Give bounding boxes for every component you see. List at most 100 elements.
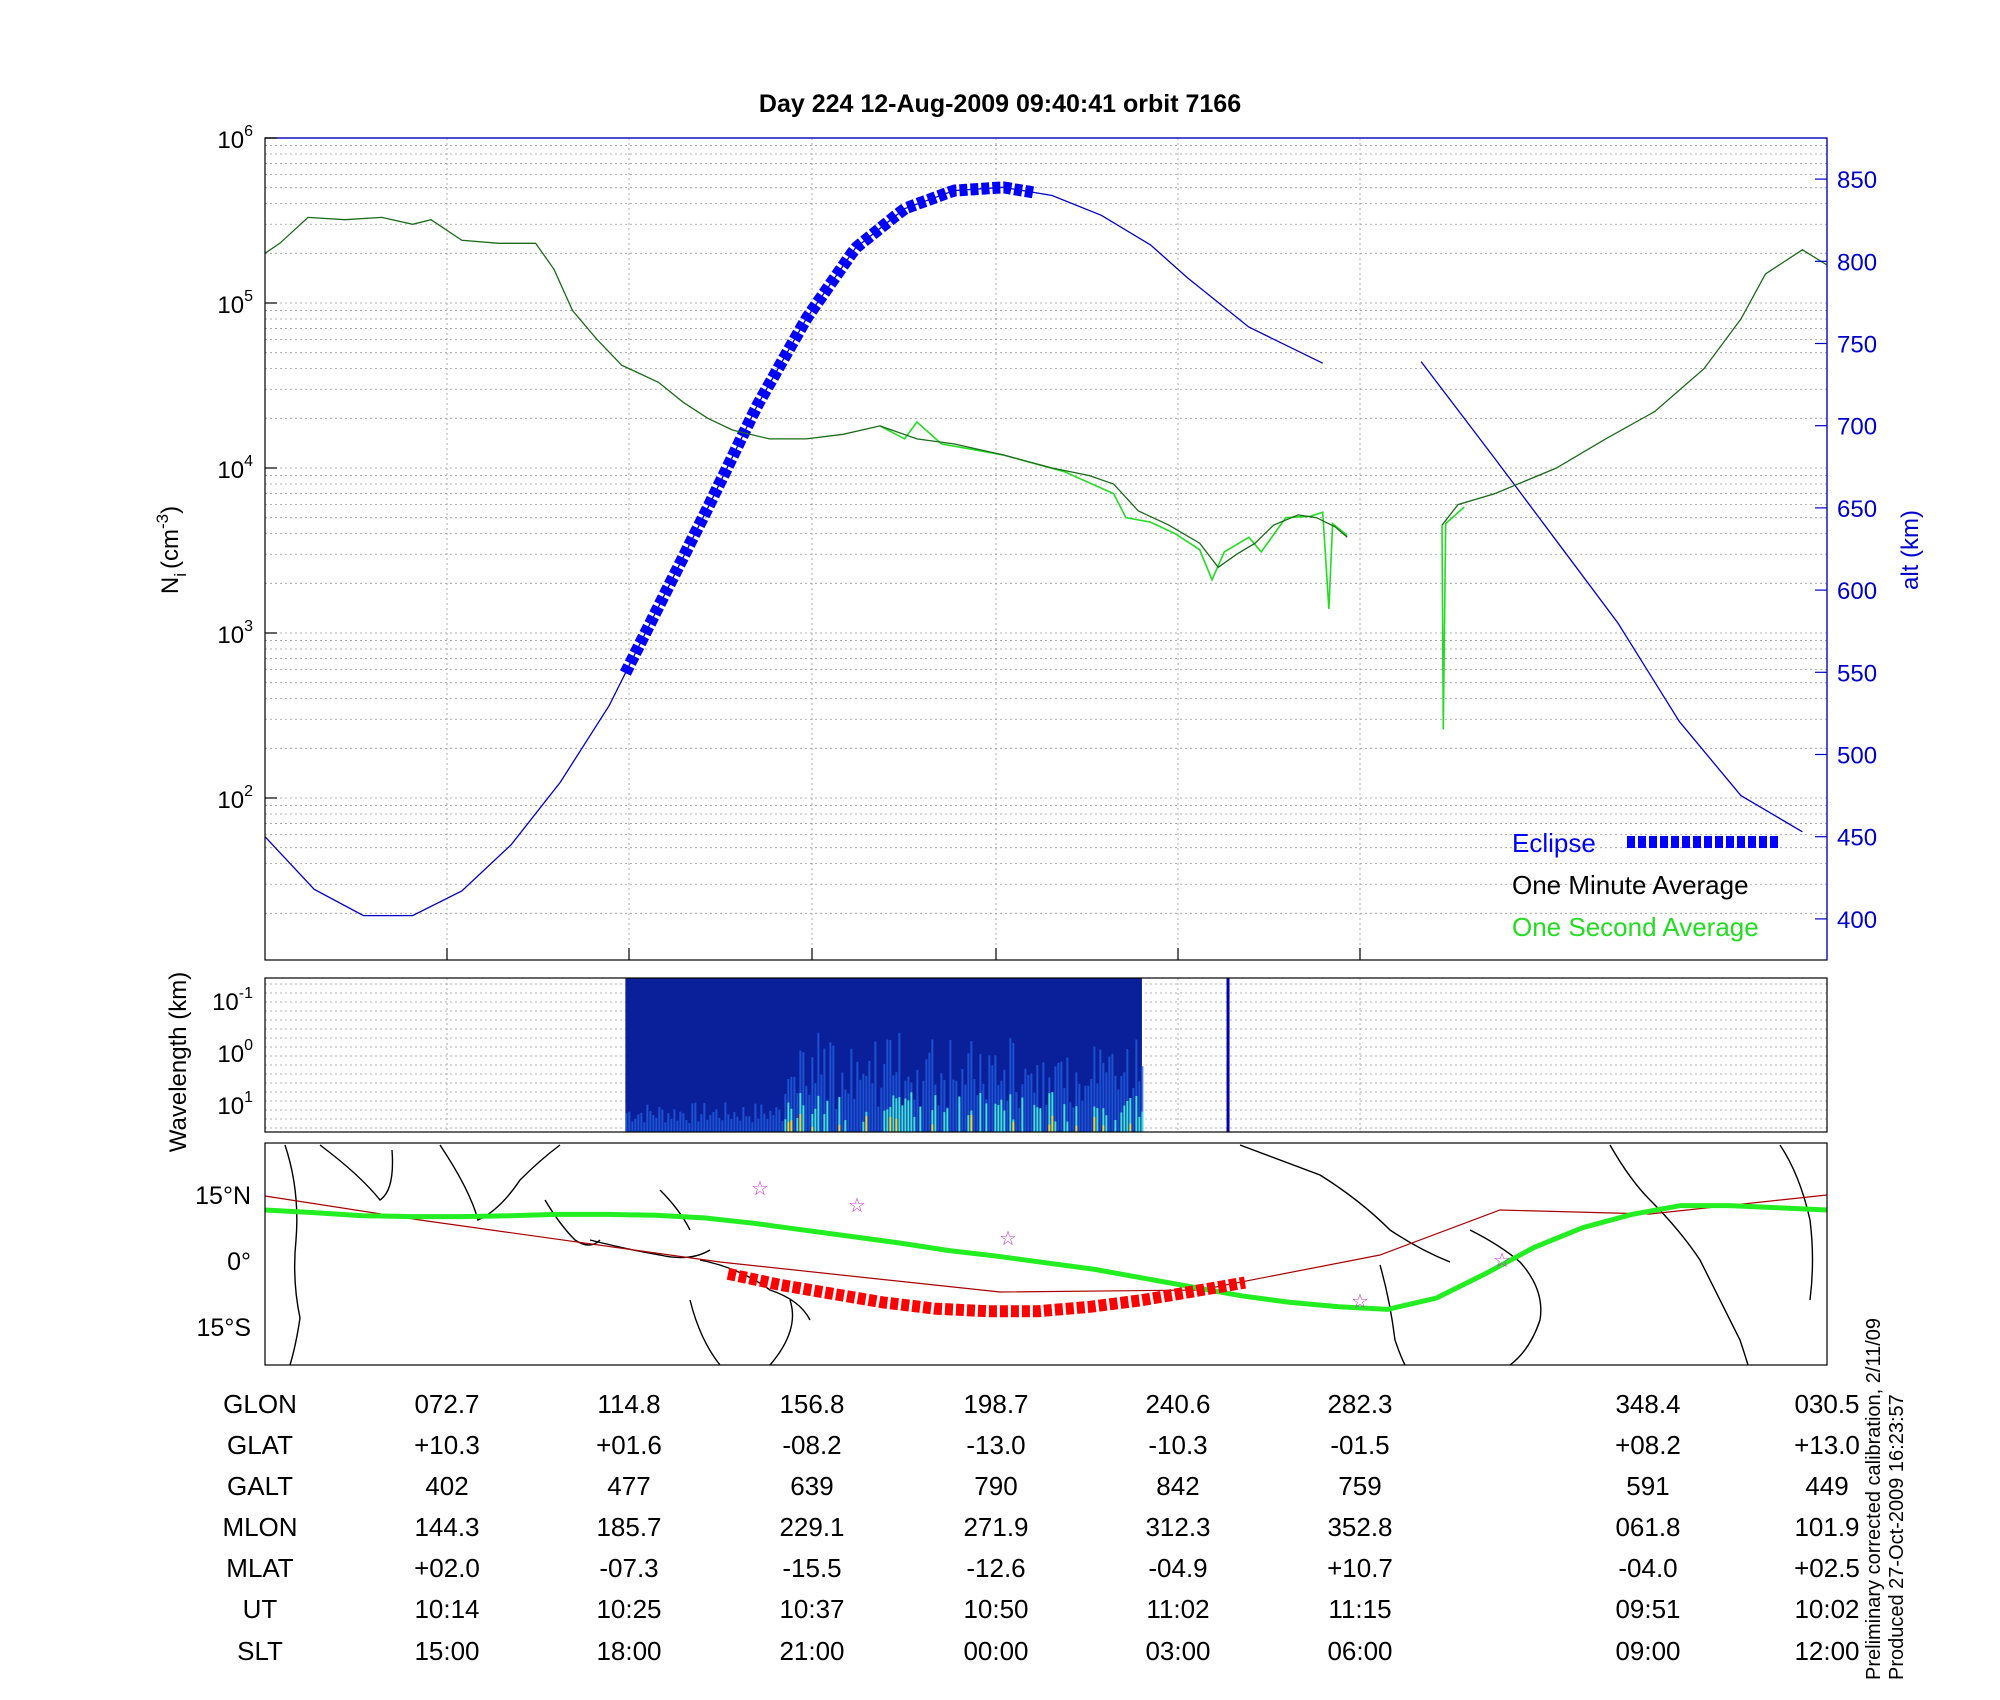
spectrogram-column [967,1115,970,1132]
wavelength-tick-label: 101 [217,1089,253,1120]
spectrogram-column [982,1083,985,1132]
spectrogram-column [808,1094,811,1132]
spectrogram-column [628,1111,631,1132]
spectrogram-column [751,1122,754,1132]
spectrogram-column [847,1093,850,1132]
spectrogram-column [787,1122,790,1132]
spectrogram-column [904,1098,907,1132]
spectrogram-column [865,1075,868,1132]
spectrogram-column [763,1113,766,1132]
table-cell: -04.0 [1618,1553,1677,1583]
spectrogram-column [955,1080,958,1132]
table-cell: 03:00 [1145,1636,1210,1666]
spectrogram-column [988,1055,991,1132]
spectrogram-column [739,1120,742,1132]
coastline [1239,1144,1451,1263]
spectrogram-column [898,1032,901,1132]
density-grid [265,138,1827,960]
spectrogram-column [1027,1074,1030,1132]
spectrogram-column [931,1039,934,1132]
spectrogram-column [1006,1100,1009,1132]
altitude-line [264,186,1323,917]
spectrogram-column [823,1114,826,1132]
table-cell: +10.3 [414,1430,480,1460]
legend-eclipse-label: Eclipse [1512,828,1596,858]
table-cell: 10:02 [1794,1594,1859,1624]
map-y-ticks: 15°N 0° 15°S [195,1182,251,1342]
spectrogram-column [1141,1066,1144,1132]
spectrogram-column [697,1121,700,1132]
table-row-label: SLT [237,1636,283,1666]
spectrogram-column [1024,1068,1027,1132]
chart-title: Day 224 12-Aug-2009 09:40:41 orbit 7166 [759,90,1241,118]
spectrogram-column [1054,1066,1057,1132]
spectrogram-column [790,1076,793,1132]
coastline [1609,1144,1749,1366]
table-cell: -04.9 [1148,1553,1207,1583]
spectrogram-column [760,1104,763,1132]
spectrogram-column [925,1059,928,1132]
spectrogram-column [871,1083,874,1132]
spectrogram-column [1129,1123,1132,1132]
spectrogram-column [1111,1053,1114,1132]
spectrogram-column [730,1118,733,1132]
wavelength-y-label: Wavelength (km) [165,972,192,1153]
spectrogram-column [646,1104,649,1132]
spectrogram-column [841,1072,844,1132]
spectrogram-column [1015,1092,1018,1132]
spectrogram-column [634,1118,637,1132]
y-tick-label: 103 [217,618,253,649]
spectrogram-column [889,1040,892,1132]
spectrogram-column [709,1114,712,1132]
spectrogram-column [1129,1098,1132,1132]
table-cell: -10.3 [1148,1430,1207,1460]
table-cell: 312.3 [1145,1512,1210,1542]
table-cell: 09:00 [1615,1636,1680,1666]
spectrogram-column [898,1097,901,1132]
spectrogram-column [796,1093,799,1132]
world-map-coastlines [284,1144,1814,1366]
coastline [769,1299,794,1366]
spectrogram-column [895,1098,898,1132]
spectrogram-column [1141,1111,1144,1132]
spectrogram-column [814,1108,817,1132]
spectrogram-column [976,1095,979,1132]
spectrogram-column [1135,1039,1138,1132]
spectrogram-column [964,1084,967,1132]
spectrogram-column [874,1041,877,1132]
magnetic-star-icon: ☆ [1493,1250,1511,1272]
spectrogram-column [787,1102,790,1132]
eclipse-track [726,1267,1247,1318]
table-cell: 11:02 [1146,1594,1209,1624]
spectrogram-column [862,1121,865,1132]
table-cell: 114.8 [597,1389,660,1419]
spectrogram-column [1081,1100,1084,1132]
spectrogram-column [1075,1072,1078,1132]
y2-tick-label: 700 [1837,414,1877,441]
spectrogram-column [769,1110,772,1132]
magnetic-star-icon: ☆ [1351,1291,1369,1313]
magnetic-star-icon: ☆ [848,1195,866,1217]
spectrogram-column [802,1105,805,1132]
spectrogram-column [1054,1121,1057,1132]
spectrogram-column [844,1089,847,1132]
footnote-calibration: Preliminary corrected calibration, 2/11/… [1863,1318,1885,1680]
spectrogram-column [877,1106,880,1132]
spectrogram-column [832,1045,835,1132]
spectrogram-column [994,1103,997,1132]
table-cell: 101.9 [1794,1512,1859,1542]
spectrogram-column [1102,1108,1105,1132]
table-cell: 10:25 [596,1594,661,1624]
spectrogram-column [784,1094,787,1132]
one-minute-line [1441,249,1828,526]
table-cell: -12.6 [966,1553,1025,1583]
spectrogram-column [823,1048,826,1132]
spectrogram-column [676,1120,679,1132]
spectrogram-column [979,1093,982,1132]
spectrogram-column [865,1116,868,1132]
spectrogram-column [856,1062,859,1132]
spectrogram-column [1030,1073,1033,1132]
spectrogram-column [814,1083,817,1132]
y2-tick-label: 550 [1837,660,1877,687]
spectrogram-column [937,1105,940,1132]
